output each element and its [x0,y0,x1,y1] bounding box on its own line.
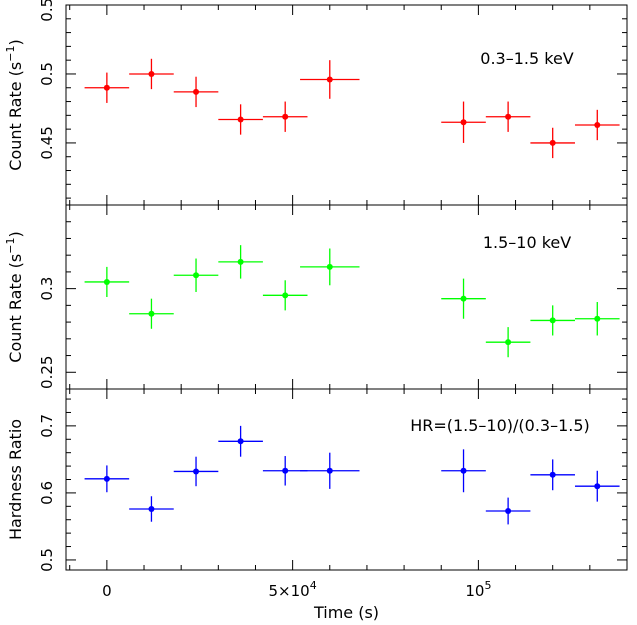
panel-soft: 0.45 0.5 0.55 Count Rate (s−1) 0.3–1.5 keV [4,0,628,206]
data-marker [148,70,155,77]
y-tick-label: 0.5 [38,62,56,86]
data-marker [282,467,289,474]
data-point [173,456,219,487]
y-tick-label: 0.7 [38,414,56,438]
x-tick-label: 5×104 [269,579,317,600]
y-tick-label: 0.45 [38,126,56,159]
data-point [441,449,486,493]
panel-hard: 0.25 0.3 Count Rate (s−1) 1.5–10 keV [4,204,628,390]
data-marker [237,116,244,123]
data-point [574,470,620,502]
panel-annotation: 0.3–1.5 keV [480,49,574,68]
y-tick-label: 0.3 [38,277,56,301]
data-point [485,327,531,358]
x-axis-title: Time (s) [313,603,379,622]
data-marker [193,272,200,279]
x-tick-label: 105 [465,579,491,600]
data-marker [326,263,333,270]
data-marker [193,468,200,475]
data-marker [549,471,556,478]
data-marker [103,475,110,482]
data-point [218,245,263,279]
data-point [262,280,308,311]
data-marker [148,310,155,317]
data-point [129,298,174,329]
data-marker [594,315,601,322]
data-marker [326,467,333,474]
data-marker [103,84,110,91]
panel-hr: 0.5 0.6 0.7 Hardness Ratio HR=(1.5–10)/(0.3–… [6,388,628,572]
panel-annotation: HR=(1.5–10)/(0.3–1.5) [410,416,590,435]
data-point [441,278,486,319]
data-marker [193,88,200,95]
data-point [173,76,219,108]
data-marker [549,139,556,146]
data-point [218,425,263,457]
y-tick-label: 0.5 [38,548,56,572]
data-point [300,452,360,489]
data-point [574,302,620,336]
data-point [173,258,219,292]
data-point [530,459,575,491]
data-marker [505,113,512,120]
data-point [218,104,263,135]
data-point [300,60,360,99]
y-axis-title: Count Rate (s−1) [4,39,25,170]
data-point [300,248,360,286]
data-point [129,58,174,90]
data-marker [237,258,244,265]
data-marker [148,505,155,512]
data-point [485,101,531,132]
data-marker [505,339,512,346]
y-tick-label: 0.55 [38,0,56,22]
data-marker [326,76,333,83]
data-point [441,101,486,143]
data-point [262,101,308,132]
data-marker [282,113,289,120]
data-marker [594,122,601,128]
y-axis-title: Count Rate (s−1) [4,231,25,362]
x-axis-tick-labels: 0 5×104 105 [102,579,491,600]
data-marker [460,295,467,302]
data-marker [505,508,512,515]
y-axis-title: Hardness Ratio [6,419,25,540]
data-marker [237,438,244,445]
data-marker [282,292,289,299]
data-marker [460,467,467,474]
x-tick-label: 0 [102,582,112,600]
data-point [129,496,174,522]
y-tick-label: 0.6 [38,481,56,505]
panel-frame [65,4,628,206]
panel-annotation: 1.5–10 keV [483,233,571,252]
data-point [574,109,620,141]
data-point [485,497,531,525]
data-marker [103,278,110,285]
data-point [84,266,130,297]
data-point [530,127,575,159]
data-marker [549,317,556,324]
data-marker [460,119,467,126]
data-point [84,465,130,493]
data-point [530,305,575,336]
data-point [84,72,130,103]
y-tick-label: 0.25 [38,356,56,389]
data-marker [594,483,601,490]
